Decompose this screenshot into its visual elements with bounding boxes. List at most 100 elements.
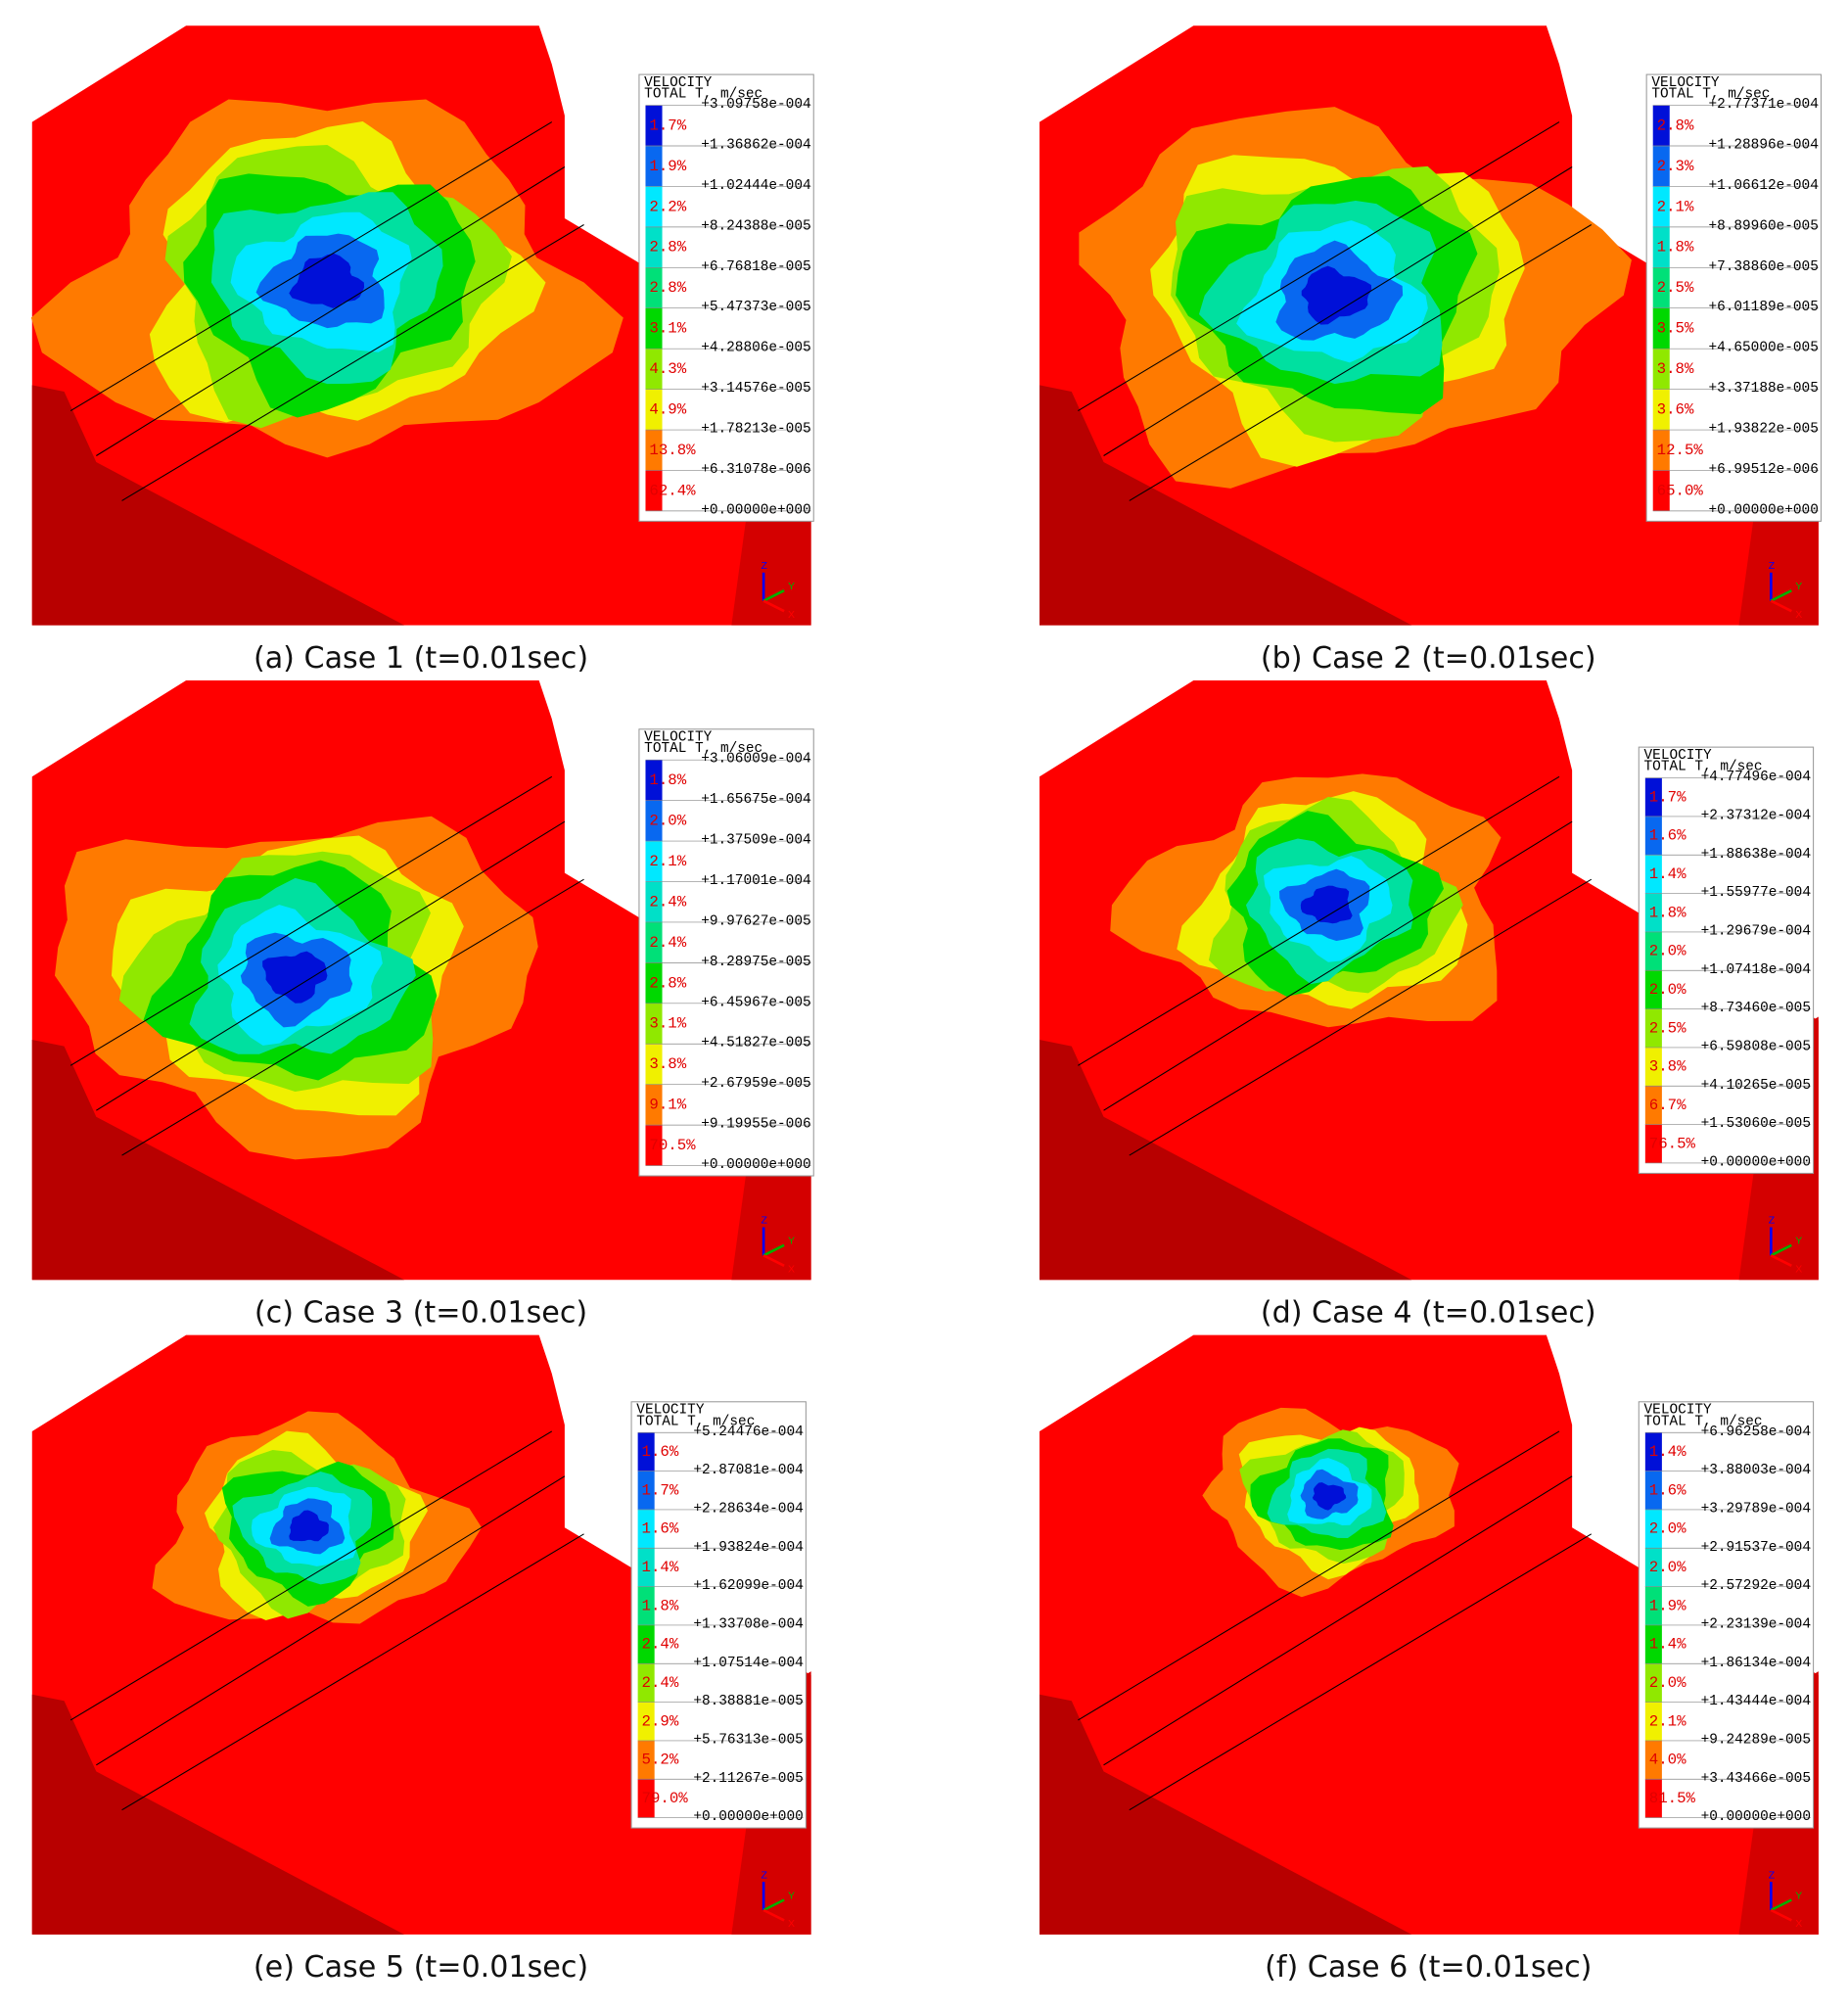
axis-y-label: Y: [788, 1891, 795, 1901]
legend-band: [637, 1663, 655, 1703]
caption: (f) Case 6 (t=0.01sec): [1265, 1950, 1592, 1985]
legend-level: +0.00000e+000: [1701, 1809, 1811, 1825]
block-front: [1040, 1040, 1412, 1281]
axis-y-label: Y: [788, 1237, 795, 1247]
legend-band: [1644, 1008, 1662, 1048]
legend-band: [637, 1471, 655, 1510]
legend-percent: 2.0%: [1649, 981, 1686, 999]
legend-band: [1644, 816, 1662, 856]
legend-level: +5.47373e-005: [701, 300, 810, 315]
axis-y: [1770, 1898, 1792, 1912]
legend-level: +3.14576e-005: [701, 381, 810, 397]
legend-title: VELOCITY: [1644, 748, 1713, 764]
legend-percent: 2.1%: [1657, 198, 1694, 215]
legend-percent: 1.4%: [1649, 865, 1686, 883]
legend-band: [1644, 1663, 1662, 1703]
contour-region: [1312, 1482, 1347, 1511]
legend-level: +1.78213e-005: [701, 422, 810, 438]
legend-level: +1.88638e-004: [1701, 847, 1811, 863]
legend-level: +8.89960e-005: [1708, 218, 1818, 234]
legend-band: [1644, 970, 1662, 1009]
legend-band: [1644, 1124, 1662, 1163]
legend-percent: 2.0%: [1649, 943, 1686, 960]
legend-percent: 2.3%: [1657, 158, 1694, 175]
legend-band: [1652, 145, 1670, 187]
legend-title: VELOCITY: [1651, 75, 1720, 91]
legend-band: [645, 881, 663, 922]
legend-subtitle: TOTAL T, m/sec: [644, 741, 762, 757]
legend-level: +1.06612e-004: [1708, 178, 1818, 194]
rail-edge: [1129, 878, 1593, 1156]
axis-x-label: X: [1795, 1265, 1802, 1276]
legend-level: +1.93824e-004: [693, 1540, 803, 1556]
legend-percent: 1.6%: [642, 1520, 679, 1538]
legend-percent: 9.1%: [649, 1097, 686, 1114]
legend-percent: 3.1%: [649, 320, 686, 338]
legend-level: +8.38881e-005: [693, 1694, 803, 1709]
legend-title: VELOCITY: [644, 729, 713, 745]
rail-edge: [121, 1533, 584, 1811]
legend-percent: 1.9%: [649, 158, 686, 175]
legend-percent: 2.0%: [1649, 1674, 1686, 1692]
legend-level: +0.00000e+000: [1701, 1154, 1811, 1170]
legend-percent: 2.8%: [649, 974, 686, 992]
rail-edge: [1103, 166, 1573, 456]
legend-band: [1644, 931, 1662, 971]
legend-percent: 13.8%: [649, 442, 696, 459]
rail-edge: [1078, 1430, 1560, 1721]
legend-level: +1.17001e-004: [701, 873, 810, 889]
legend-level: +3.06009e-004: [701, 752, 810, 768]
legend-percent: 1.8%: [642, 1597, 679, 1614]
legend-band: [1644, 1779, 1662, 1818]
legend-percent: 65.0%: [1657, 482, 1704, 499]
legend-percent: 70.5%: [649, 1137, 696, 1154]
legend-band: [637, 1509, 655, 1549]
legend-percent: 2.4%: [649, 934, 686, 952]
legend-percent: 76.5%: [1649, 1135, 1696, 1152]
contour-region: [1301, 265, 1372, 325]
legend-box: [1638, 746, 1815, 1174]
legend-band: [1652, 186, 1670, 227]
legend-band: [1652, 349, 1670, 390]
legend-level: +9.97627e-005: [701, 913, 810, 929]
legend-band: [637, 1624, 655, 1664]
axis-z-label: Z: [1769, 561, 1776, 572]
legend-percent: 1.7%: [1649, 788, 1686, 806]
caption: (d) Case 4 (t=0.01sec): [1261, 1296, 1596, 1331]
legend-band: [1644, 777, 1662, 817]
legend-band: [1644, 1432, 1662, 1472]
legend-level: +9.19955e-006: [701, 1117, 810, 1133]
legend-band: [645, 186, 663, 227]
caption: (a) Case 1 (t=0.01sec): [254, 641, 588, 676]
legend-percent: 5.2%: [642, 1752, 679, 1769]
axis-x: [1770, 1254, 1792, 1267]
legend-level: +4.28806e-005: [701, 341, 810, 356]
rail-edge: [1078, 775, 1560, 1066]
legend-box: [638, 728, 814, 1177]
legend-level: +2.77371e-004: [1708, 97, 1818, 113]
legend-level: +1.53060e-005: [1701, 1116, 1811, 1132]
legend-title: VELOCITY: [636, 1402, 705, 1418]
legend-level: +7.38860e-005: [1708, 259, 1818, 275]
legend-percent: 2.0%: [1649, 1559, 1686, 1576]
legend-box: [1645, 73, 1822, 522]
caption: (e) Case 5 (t=0.01sec): [254, 1950, 588, 1985]
legend-band: [1644, 1047, 1662, 1087]
rail-edge: [69, 121, 553, 412]
axis-z-label: Z: [1769, 1870, 1776, 1881]
legend-band: [637, 1548, 655, 1587]
legend-level: +2.23139e-004: [1701, 1616, 1811, 1632]
legend-title: VELOCITY: [644, 75, 713, 91]
axis-x: [1770, 1908, 1792, 1922]
legend-subtitle: TOTAL T, m/sec: [644, 87, 762, 103]
legend-level: +1.36862e-004: [701, 137, 810, 153]
legend-band: [645, 105, 663, 146]
legend-level: +6.76818e-005: [701, 259, 810, 275]
legend-percent: 2.5%: [1657, 279, 1694, 297]
legend-level: +5.76313e-005: [693, 1732, 803, 1748]
legend-percent: 2.4%: [642, 1674, 679, 1692]
